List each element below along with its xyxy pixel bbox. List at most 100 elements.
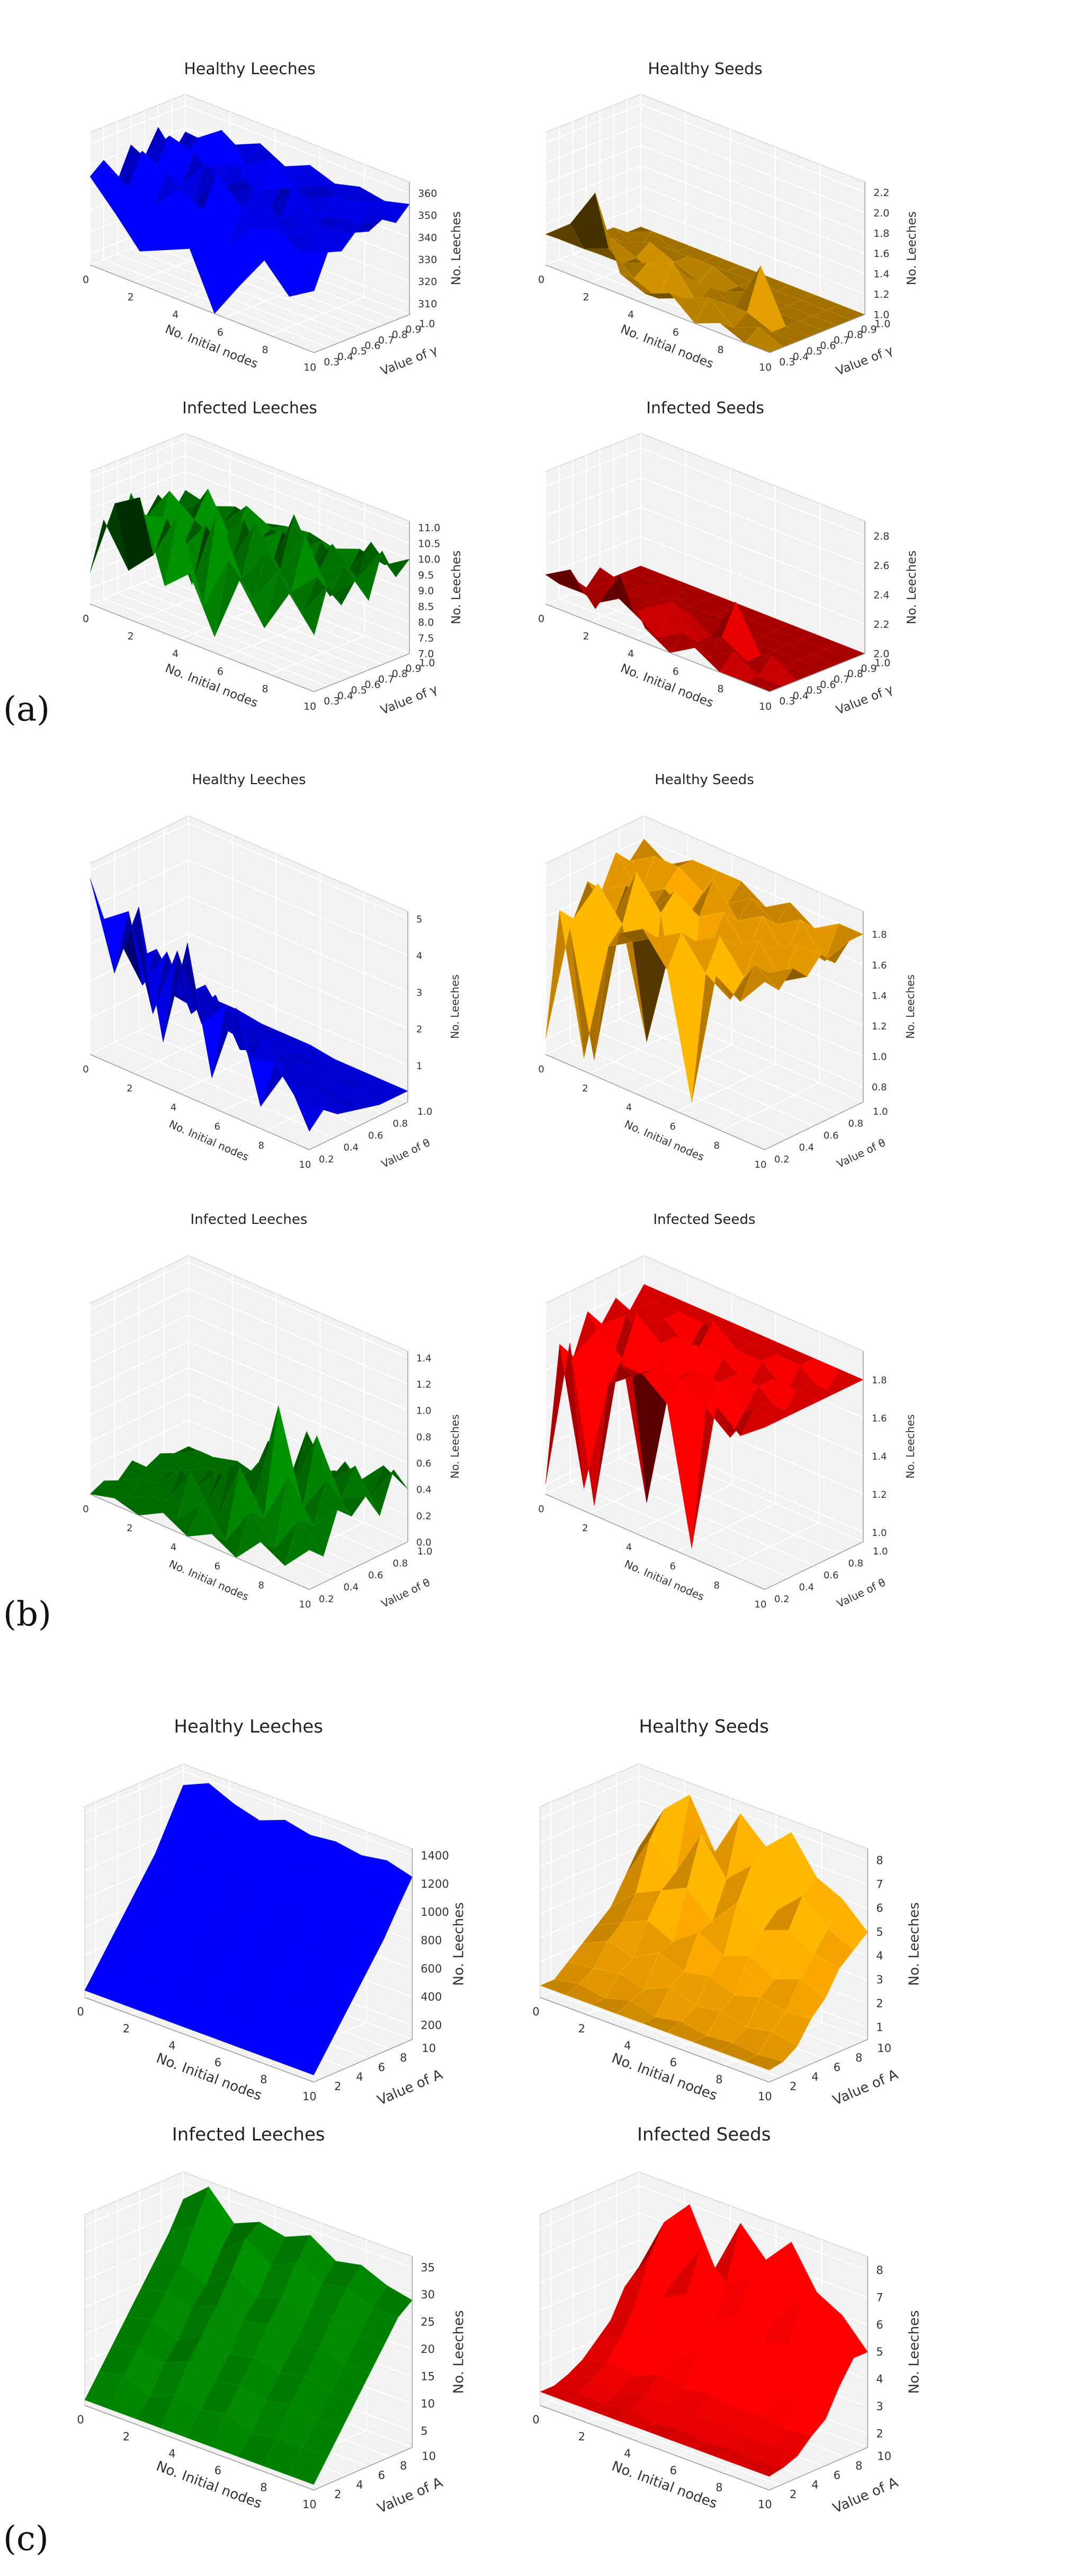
z-tick-label: 1.6 — [873, 248, 889, 260]
x-tick-label: 2 — [583, 291, 589, 303]
x-tick-label: 10 — [302, 2090, 317, 2103]
z-tick-label: 6 — [876, 2319, 883, 2331]
y-tick-label: 0.6 — [820, 340, 836, 352]
z-tick-label: 0.2 — [416, 1511, 432, 1522]
y-axis-line — [769, 2447, 868, 2491]
y-tick-label: 0.9 — [405, 663, 421, 674]
z-tick-label: 2.4 — [873, 589, 889, 601]
x-tick-label: 4 — [171, 1542, 176, 1553]
z-tick-label: 2.8 — [873, 530, 889, 542]
chart-title: Infected Seeds — [646, 399, 764, 418]
y-tick-label: 0.4 — [793, 351, 809, 362]
x-tick-label: 2 — [127, 1523, 132, 1534]
x-axis-line — [90, 603, 315, 692]
y-axis-line — [769, 653, 865, 692]
grid-z — [90, 859, 408, 956]
x-tick-label: 4 — [172, 648, 178, 660]
x-tick-label: 0 — [77, 2413, 84, 2426]
z-tick-label: 3 — [876, 1974, 883, 1986]
z-tick-label: 15 — [420, 2370, 435, 2383]
y-axis-line — [769, 314, 865, 353]
x-tick-label: 8 — [262, 344, 269, 356]
y-tick-label: 0.4 — [799, 1142, 815, 1153]
plot-10: 0 2 4 6 8 10 2 4 6 8 10 5 10 15 20 25 30 35 No. Initial no… — [77, 2124, 467, 2517]
z-tick-label: 2 — [876, 2427, 883, 2440]
x-tick-label: 6 — [670, 2056, 677, 2069]
x-tick-label: 6 — [670, 1121, 676, 1132]
y-tick-label: 1.0 — [417, 1546, 433, 1557]
z-tick-label: 1.0 — [872, 1052, 887, 1063]
y-tick-label: 6 — [378, 2469, 385, 2482]
z-axis-label: No. Leeches — [905, 550, 919, 625]
chart-a-healthy-seeds: 0 2 4 6 8 10 0.3 0.4 0.5 0.6 0.7 0.8 0.9 1.0 1.0 1.2 1.4… — [477, 21, 943, 378]
x-axis-label: No. Initial nodes — [167, 1117, 251, 1163]
x-tick-label: 4 — [624, 2447, 631, 2460]
z-tick-label: 7.5 — [418, 633, 434, 644]
x-tick-label: 0 — [538, 1064, 544, 1075]
x-tick-label: 8 — [715, 2481, 722, 2494]
z-tick-label: 400 — [420, 1991, 442, 2003]
surface — [544, 565, 866, 692]
y-tick-label: 0.4 — [337, 690, 353, 701]
y-tick-label: 1.0 — [419, 658, 435, 669]
chart-title: Healthy Seeds — [639, 1716, 769, 1737]
x-axis-label: No. Initial nodes — [167, 1557, 251, 1603]
y-tick-label: 2 — [790, 2488, 796, 2501]
x-tick-label: 6 — [670, 1561, 676, 1572]
z-axis-label: No. Leeches — [451, 2310, 467, 2394]
z-axis-label: No. Leeches — [905, 211, 919, 286]
y-tick-label: 0.4 — [344, 1142, 359, 1153]
x-tick-label: 4 — [172, 309, 178, 321]
grid-y — [550, 2210, 781, 2486]
x-tick-label: 2 — [123, 2430, 130, 2443]
grid-z — [545, 165, 865, 254]
x-tick-label: 0 — [538, 274, 544, 286]
grid-z — [90, 1314, 408, 1411]
z-tick-label: 3 — [416, 987, 422, 998]
y-tick-label: 0.6 — [364, 679, 380, 691]
chart-svg: 0 2 4 6 8 10 0.2 0.4 0.6 0.8 1.0 1.0 1.2 1.4 1.6 1.8 No.… — [538, 1212, 917, 1610]
x-tick-label: 4 — [168, 2447, 175, 2460]
y-tick-label: 10 — [877, 2450, 891, 2463]
y-axis-line — [764, 1541, 864, 1590]
chart-a-infected-leeches: 0 2 4 6 8 10 0.3 0.4 0.5 0.6 0.7 0.8 0.9 1.0 7.0 7.5 8.0… — [21, 360, 487, 717]
y-tick-label: 1.0 — [873, 1546, 888, 1557]
x-tick-label: 2 — [578, 2430, 585, 2443]
x-tick-label: 6 — [673, 326, 679, 338]
y-tick-label: 0.8 — [392, 329, 408, 341]
y-tick-label: 0.8 — [848, 1118, 864, 1130]
x-tick-label: 4 — [626, 1102, 632, 1113]
y-tick-label: 2 — [334, 2080, 341, 2093]
grid-z — [545, 185, 865, 274]
y-tick-label: 0.5 — [807, 685, 822, 696]
x-tick-label: 4 — [168, 2039, 175, 2052]
x-axis-line — [545, 603, 770, 692]
y-tick-label: 0.3 — [324, 696, 339, 707]
y-tick-label: 0.8 — [393, 1118, 408, 1130]
x-tick-label: 0 — [83, 274, 89, 286]
surface-facet — [289, 252, 328, 297]
x-axis-label: No. Initial nodes — [163, 662, 260, 710]
z-tick-label: 1.2 — [872, 1489, 887, 1500]
x-tick-label: 10 — [299, 1159, 311, 1170]
y-tick-label: 0.2 — [319, 1594, 334, 1605]
x-tick-label: 6 — [673, 665, 679, 677]
surface-facet — [284, 1073, 324, 1132]
grid-z — [545, 536, 865, 625]
grid-z — [90, 439, 410, 528]
x-tick-label: 10 — [755, 1599, 767, 1610]
y-tick-label: 0.2 — [774, 1154, 790, 1165]
surface-facet — [740, 1409, 780, 1436]
x-axis-label: No. Initial nodes — [154, 2458, 264, 2512]
z-tick-label: 0.0 — [416, 1537, 432, 1548]
y-axis-label: Value of γ — [379, 682, 440, 717]
chart-svg: 0 2 4 6 8 10 0.30.40.50.60.70.80.91.0 310 320 330… — [83, 60, 463, 378]
z-tick-label: 9.5 — [418, 570, 434, 581]
y-tick-label: 6 — [834, 2061, 840, 2074]
z-tick-label: 6 — [876, 1902, 883, 1915]
chart-svg: 0 2 4 6 8 10 2 4 6 8 10 5 10 15 20 25 30 35 No. Initial no… — [77, 2124, 467, 2517]
z-tick-label: 25 — [420, 2316, 435, 2329]
x-tick-label: 2 — [128, 630, 134, 642]
x-axis-line — [90, 264, 315, 353]
